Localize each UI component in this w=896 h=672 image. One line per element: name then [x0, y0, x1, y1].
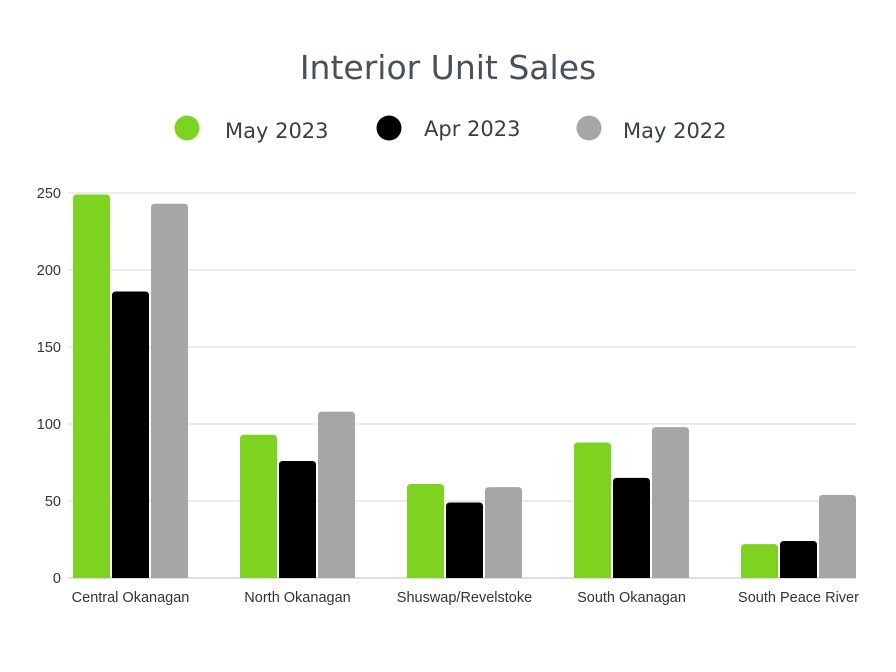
chart-title: Interior Unit Sales [300, 48, 596, 87]
x-category-label: Shuswap/Revelstoke [397, 590, 532, 606]
bar-may-2022-north-okanagan [318, 411, 355, 578]
bar-apr-2023-shuswap-revelstoke [446, 502, 483, 578]
bar-apr-2023-south-peace-river [780, 541, 817, 578]
legend-swatch [576, 115, 602, 141]
bar-may-2023-south-okanagan [574, 442, 611, 578]
bar-may-2022-central-okanagan [151, 203, 188, 578]
legend: May 2023 Apr 2023 May 2022 [174, 115, 727, 143]
bar-may-2023-central-okanagan [73, 194, 110, 579]
y-tick-label: 150 [37, 340, 61, 356]
x-axis: Central Okanagan North Okanagan Shuswap/Re… [72, 590, 859, 606]
bar-apr-2023-south-okanagan [613, 477, 650, 578]
bar-may-2022-south-okanagan [652, 427, 689, 578]
bar-apr-2023-central-okanagan [112, 291, 149, 578]
x-category-label: North Okanagan [244, 590, 350, 606]
bar-apr-2023-north-okanagan [279, 460, 316, 578]
bar-may-2023-north-okanagan [240, 434, 277, 578]
bar-may-2022-south-peace-river [819, 494, 856, 578]
legend-swatch [376, 115, 402, 141]
legend-label: May 2022 [623, 119, 727, 143]
gridlines [68, 192, 856, 579]
y-axis: 0 50 100 150 200 250 [37, 186, 61, 587]
y-tick-label: 200 [37, 263, 61, 279]
bar-may-2022-shuswap-revelstoke [485, 487, 522, 578]
bar-may-2023-shuswap-revelstoke [407, 484, 444, 578]
y-tick-label: 100 [37, 417, 61, 433]
legend-swatch [174, 115, 200, 141]
legend-label: May 2023 [225, 119, 329, 143]
x-category-label: South Peace River [738, 590, 859, 606]
bar-may-2023-south-peace-river [741, 544, 778, 578]
x-category-label: South Okanagan [577, 590, 686, 606]
bars [73, 194, 856, 579]
y-tick-label: 0 [53, 571, 61, 587]
legend-label: Apr 2023 [424, 117, 520, 141]
y-tick-label: 250 [37, 186, 61, 202]
y-tick-label: 50 [45, 494, 61, 510]
x-category-label: Central Okanagan [72, 590, 190, 606]
